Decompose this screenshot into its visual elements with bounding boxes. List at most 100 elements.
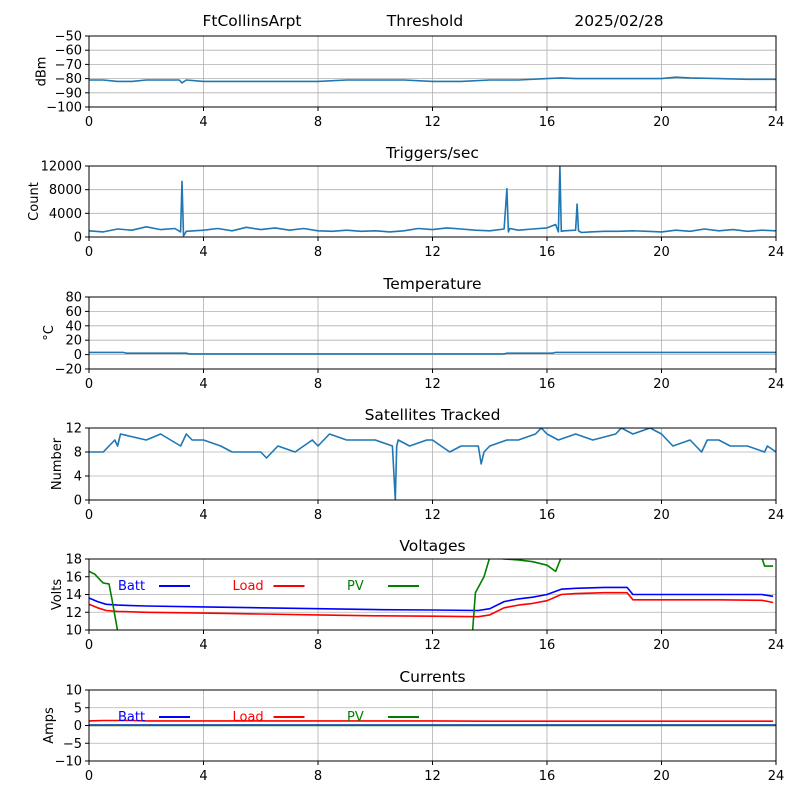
x-tick-label: 0 <box>85 115 93 130</box>
y-tick-label: 5 <box>74 701 82 716</box>
series-line-load <box>89 591 774 618</box>
x-tick-label: 16 <box>539 377 556 392</box>
x-tick-label: 24 <box>768 508 785 523</box>
y-tick-label: 0 <box>74 231 82 246</box>
y-tick-label: 40 <box>65 319 82 334</box>
series-line-pv <box>89 559 774 630</box>
legend-label-batt: Batt <box>118 710 145 725</box>
x-tick-label: 4 <box>199 769 207 784</box>
x-tick-label: 16 <box>539 115 556 130</box>
legend-label-pv: PV <box>347 710 364 725</box>
x-tick-label: 0 <box>85 377 93 392</box>
x-tick-label: 12 <box>424 769 441 784</box>
y-tick-label: 12000 <box>41 160 82 175</box>
header-date: 2025/02/28 <box>574 12 663 30</box>
y-tick-label: 60 <box>65 305 82 320</box>
y-tick-label: 12 <box>65 422 82 437</box>
x-tick-label: 12 <box>424 508 441 523</box>
x-tick-label: 24 <box>768 638 785 653</box>
panel-title: Triggers/sec <box>385 144 479 162</box>
x-tick-label: 12 <box>424 245 441 260</box>
panel-title: Currents <box>399 668 465 686</box>
y-tick-label: 10 <box>65 624 82 639</box>
x-tick-label: 24 <box>768 245 785 260</box>
x-tick-label: 20 <box>653 245 670 260</box>
legend-label-load: Load <box>233 579 264 594</box>
y-tick-label: 10 <box>65 684 82 699</box>
y-tick-label: −80 <box>55 72 82 87</box>
panel-dbm: 0 4 8 12 16 20 24 −100−90−80−70−60−50 dBm <box>35 30 785 131</box>
y-tick-label: −20 <box>55 363 82 378</box>
y-axis-label: Number <box>50 437 65 490</box>
x-tick-label: 4 <box>199 508 207 523</box>
series-line-0 <box>89 428 776 500</box>
x-tick-label: 4 <box>199 638 207 653</box>
panel-satellites-tracked: 0 4 8 12 16 20 24 0 4 8 12 Satellites Tracked Number <box>50 406 784 523</box>
x-tick-label: 0 <box>85 638 93 653</box>
y-tick-label: 0 <box>74 348 82 363</box>
x-tick-label: 8 <box>314 245 322 260</box>
y-tick-label: −5 <box>63 737 82 752</box>
x-tick-label: 16 <box>539 638 556 653</box>
panel-triggers-sec: 0 4 8 12 16 20 24 0 4000 8000 12000 Triggers/sec Cou… <box>27 144 784 260</box>
y-tick-label: −70 <box>55 58 82 73</box>
x-tick-label: 0 <box>85 769 93 784</box>
x-tick-label: 24 <box>768 377 785 392</box>
legend-label-batt: Batt <box>118 579 145 594</box>
series-line-load <box>89 719 774 722</box>
x-tick-label: 0 <box>85 245 93 260</box>
legend-label-load: Load <box>233 710 264 725</box>
x-tick-label: 16 <box>539 245 556 260</box>
y-tick-label: −10 <box>55 755 82 770</box>
x-tick-label: 20 <box>653 638 670 653</box>
x-tick-label: 8 <box>314 769 322 784</box>
x-tick-label: 12 <box>424 638 441 653</box>
y-tick-label: 80 <box>65 291 82 306</box>
x-tick-label: 4 <box>199 245 207 260</box>
x-tick-label: 16 <box>539 769 556 784</box>
y-tick-label: −90 <box>55 86 82 101</box>
x-tick-label: 0 <box>85 508 93 523</box>
x-tick-label: 20 <box>653 377 670 392</box>
legend-label-pv: PV <box>347 579 364 594</box>
panel-voltages: 0 4 8 12 16 20 24 10 12 14 16 18 Voltages Volts Batt Lo… <box>50 537 784 653</box>
y-axis-label: Volts <box>50 579 65 611</box>
y-axis-label: Count <box>27 182 42 221</box>
x-tick-label: 16 <box>539 508 556 523</box>
x-tick-label: 24 <box>768 115 785 130</box>
x-tick-label: 12 <box>424 377 441 392</box>
x-tick-label: 20 <box>653 769 670 784</box>
y-tick-label: 18 <box>65 553 82 568</box>
x-tick-label: 12 <box>424 115 441 130</box>
y-tick-label: 8 <box>74 446 82 461</box>
y-axis-label: dBm <box>35 57 50 87</box>
y-tick-label: 4 <box>74 470 82 485</box>
series-line-0 <box>89 351 776 355</box>
y-tick-label: −60 <box>55 44 82 59</box>
x-tick-label: 8 <box>314 377 322 392</box>
header-mode: Threshold <box>386 12 463 30</box>
y-axis-label: Amps <box>42 707 57 744</box>
y-tick-label: 12 <box>65 606 82 621</box>
y-tick-label: 16 <box>65 570 82 585</box>
x-tick-label: 20 <box>653 508 670 523</box>
y-tick-label: 0 <box>74 719 82 734</box>
x-tick-label: 8 <box>314 638 322 653</box>
series-line-0 <box>89 166 776 237</box>
x-tick-label: 8 <box>314 115 322 130</box>
y-tick-label: 14 <box>65 588 82 603</box>
panel-currents: 0 4 8 12 16 20 24 −10 −5 0 5 10 Currents Amps Batt Load… <box>42 668 784 784</box>
y-tick-label: 0 <box>74 494 82 509</box>
y-tick-label: −50 <box>55 30 82 45</box>
x-tick-label: 4 <box>199 115 207 130</box>
series-line-0 <box>89 76 776 84</box>
x-tick-label: 20 <box>653 115 670 130</box>
y-tick-label: 4000 <box>49 207 82 222</box>
y-tick-label: 8000 <box>49 183 82 198</box>
panel-title: Temperature <box>382 275 481 293</box>
panel-title: Voltages <box>399 537 465 555</box>
header-station: FtCollinsArpt <box>202 12 301 30</box>
